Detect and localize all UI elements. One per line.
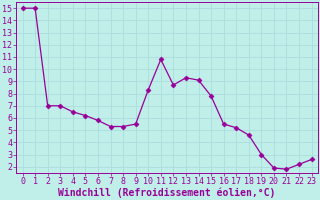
X-axis label: Windchill (Refroidissement éolien,°C): Windchill (Refroidissement éolien,°C) xyxy=(58,187,276,198)
